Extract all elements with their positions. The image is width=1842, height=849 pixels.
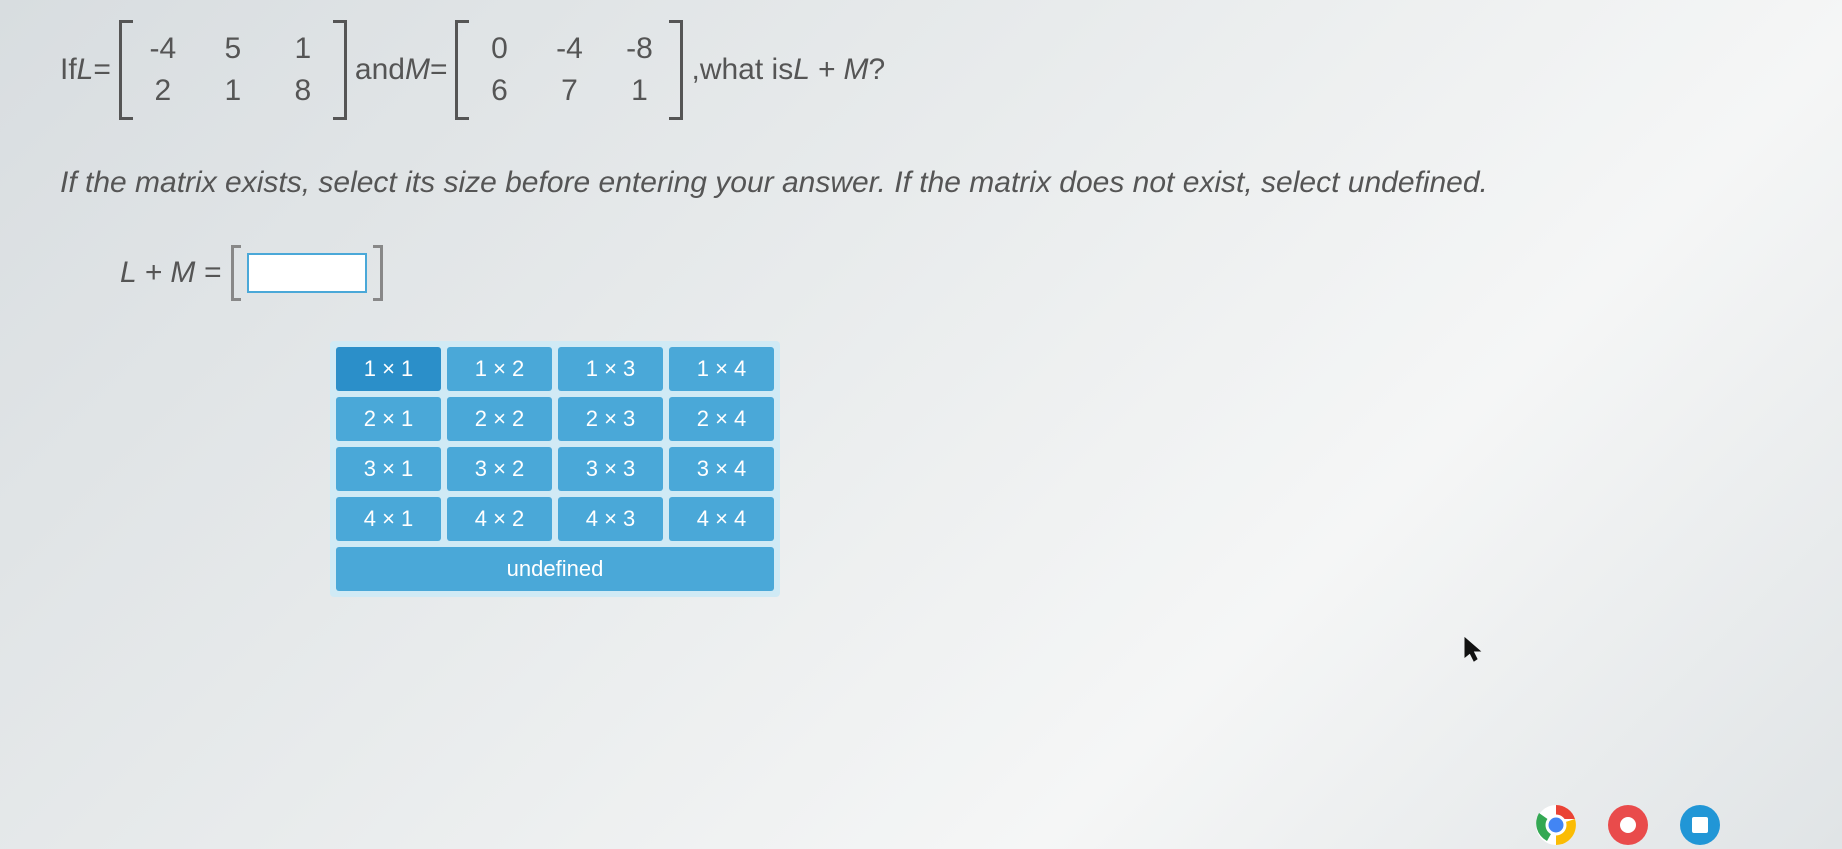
matrix-cell: 1 bbox=[619, 70, 659, 112]
var-M: M bbox=[405, 53, 430, 87]
matrix-L: -4 5 1 2 1 8 bbox=[119, 20, 347, 120]
suffix-text: what is bbox=[700, 53, 793, 87]
size-button[interactable]: 2 × 4 bbox=[669, 397, 774, 441]
size-button[interactable]: 4 × 4 bbox=[669, 497, 774, 541]
instructions-text: If the matrix exists, select its size be… bbox=[60, 160, 1782, 205]
matrix-cell: 1 bbox=[283, 28, 323, 70]
eq-sign: = bbox=[430, 53, 448, 87]
size-button[interactable]: 1 × 3 bbox=[558, 347, 663, 391]
eq-sign: = bbox=[93, 53, 111, 87]
undefined-button[interactable]: undefined bbox=[336, 547, 774, 591]
size-button[interactable]: 1 × 2 bbox=[447, 347, 552, 391]
matrix-cell: 0 bbox=[479, 28, 519, 70]
matrix-cell: 5 bbox=[213, 28, 253, 70]
app-icon-red[interactable] bbox=[1606, 803, 1650, 847]
bracket-left bbox=[455, 20, 469, 120]
matrix-cell: 8 bbox=[283, 70, 323, 112]
answer-input[interactable] bbox=[247, 253, 367, 293]
matrix-cell: -4 bbox=[549, 28, 589, 70]
size-button[interactable]: 2 × 3 bbox=[558, 397, 663, 441]
selector-row: 2 × 12 × 22 × 32 × 4 bbox=[336, 397, 774, 441]
matrix-cell: 2 bbox=[143, 70, 183, 112]
matrix-M-body: 0 -4 -8 6 7 1 bbox=[469, 20, 669, 120]
var-L: L bbox=[77, 53, 94, 87]
selector-row: 4 × 14 × 24 × 34 × 4 bbox=[336, 497, 774, 541]
selector-row: 3 × 13 × 23 × 33 × 4 bbox=[336, 447, 774, 491]
matrix-cell: -8 bbox=[619, 28, 659, 70]
bracket-right bbox=[669, 20, 683, 120]
answer-matrix bbox=[231, 245, 383, 301]
matrix-cell: 6 bbox=[479, 70, 519, 112]
size-button[interactable]: 4 × 3 bbox=[558, 497, 663, 541]
and-text: and bbox=[355, 53, 405, 87]
size-button[interactable]: 1 × 1 bbox=[336, 347, 441, 391]
size-button[interactable]: 3 × 2 bbox=[447, 447, 552, 491]
matrix-L-body: -4 5 1 2 1 8 bbox=[133, 20, 333, 120]
bracket-right bbox=[333, 20, 347, 120]
expr: L + M bbox=[793, 53, 868, 87]
selector-row: 1 × 11 × 21 × 31 × 4 bbox=[336, 347, 774, 391]
matrix-cell: 7 bbox=[549, 70, 589, 112]
bracket-left bbox=[119, 20, 133, 120]
size-button[interactable]: 3 × 1 bbox=[336, 447, 441, 491]
selector-grid: 1 × 11 × 21 × 31 × 4 2 × 12 × 22 × 32 × 4… bbox=[336, 347, 774, 541]
cursor-icon bbox=[1464, 637, 1482, 669]
size-button[interactable]: 1 × 4 bbox=[669, 347, 774, 391]
prefix-text: If bbox=[60, 53, 77, 87]
size-button[interactable]: 4 × 2 bbox=[447, 497, 552, 541]
size-button[interactable]: 4 × 1 bbox=[336, 497, 441, 541]
size-button[interactable]: 2 × 1 bbox=[336, 397, 441, 441]
matrix-M: 0 -4 -8 6 7 1 bbox=[455, 20, 683, 120]
size-selector-panel: 1 × 11 × 21 × 31 × 4 2 × 12 × 22 × 32 × 4… bbox=[330, 341, 780, 597]
matrix-cell: 1 bbox=[213, 70, 253, 112]
comma: , bbox=[691, 53, 699, 87]
bracket-left bbox=[231, 245, 241, 301]
qmark: ? bbox=[869, 53, 886, 87]
size-button[interactable]: 3 × 3 bbox=[558, 447, 663, 491]
matrix-cell: -4 bbox=[143, 28, 183, 70]
answer-row: L + M = bbox=[120, 245, 1782, 301]
app-icon-blue[interactable] bbox=[1678, 803, 1722, 847]
size-button[interactable]: 3 × 4 bbox=[669, 447, 774, 491]
taskbar-icons bbox=[1534, 803, 1722, 849]
answer-label: L + M = bbox=[120, 256, 221, 290]
chrome-icon[interactable] bbox=[1534, 803, 1578, 847]
size-button[interactable]: 2 × 2 bbox=[447, 397, 552, 441]
question-row: If L = -4 5 1 2 1 8 and M = 0 -4 - bbox=[60, 20, 1782, 120]
bracket-right bbox=[373, 245, 383, 301]
